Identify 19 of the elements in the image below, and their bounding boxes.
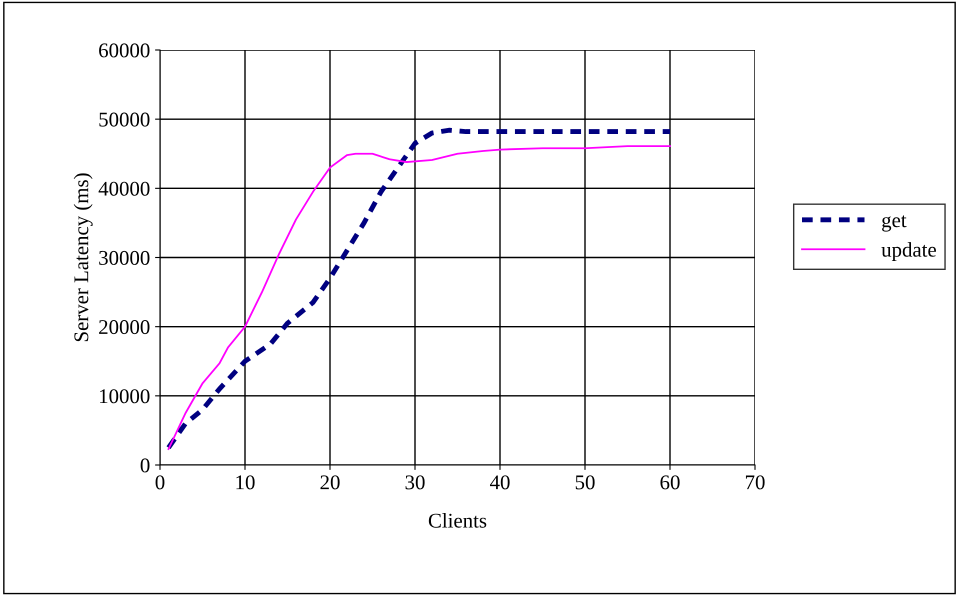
- x-tick-label: 70: [746, 475, 765, 490]
- y-tick-label: 0: [140, 458, 150, 472]
- x-tick-label: 40: [490, 475, 510, 490]
- x-tick-label: 30: [406, 475, 425, 490]
- y-tick-label: 10000: [100, 389, 150, 404]
- y-tick-label: 40000: [98, 182, 150, 196]
- legend-label: get: [882, 215, 907, 232]
- y-axis-title: Server Latency (ms): [74, 173, 93, 342]
- x-tick-label: 20: [320, 475, 340, 490]
- y-tick-label: 30000: [99, 250, 150, 265]
- y-tick-label: 50000: [99, 112, 150, 127]
- legend-label: update: [881, 242, 936, 262]
- x-tick-label: 50: [576, 475, 595, 490]
- x-axis-title: Clients: [428, 513, 486, 528]
- y-tick-label: 20000: [99, 320, 150, 334]
- x-tick-label: 10: [236, 475, 255, 490]
- y-tick-label: 60000: [99, 43, 150, 58]
- x-tick-label: 0: [156, 475, 164, 490]
- x-tick-label: 60: [660, 475, 680, 490]
